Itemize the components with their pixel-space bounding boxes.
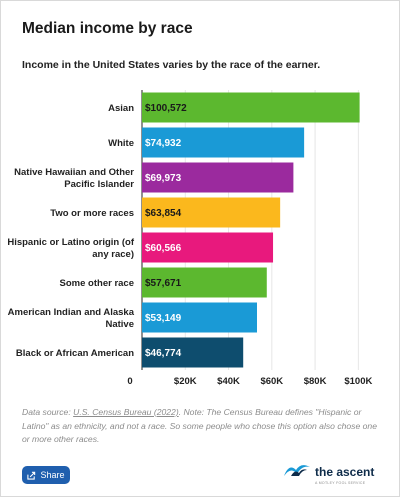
brand-tagline: A MOTLEY FOOL SERVICE bbox=[315, 481, 366, 485]
data-label: $53,149 bbox=[145, 313, 182, 324]
chart-subtitle: Income in the United States varies by th… bbox=[22, 59, 321, 71]
note-text: . Note: The Census Bureau defines "Hispa… bbox=[22, 407, 377, 444]
bar bbox=[142, 232, 274, 263]
bar bbox=[142, 302, 257, 333]
category-label: White bbox=[108, 138, 134, 149]
x-tick-label: 0 bbox=[127, 376, 132, 387]
x-tick-label: $80K bbox=[304, 376, 327, 387]
bar bbox=[142, 92, 360, 123]
bar bbox=[142, 127, 305, 158]
share-button[interactable]: Share bbox=[22, 466, 70, 484]
x-tick-label: $100K bbox=[344, 376, 372, 387]
bar bbox=[142, 162, 294, 193]
source-link[interactable]: U.S. Census Bureau (2022) bbox=[73, 407, 179, 417]
chart-title: Median income by race bbox=[22, 20, 193, 37]
share-label: Share bbox=[40, 470, 65, 480]
x-tick-label: $60K bbox=[260, 376, 283, 387]
brand-logo: the ascent A MOTLEY FOOL SERVICE bbox=[283, 461, 383, 489]
category-label: Native Hawaiian and Other bbox=[14, 167, 134, 178]
category-label: any race) bbox=[92, 249, 134, 260]
data-label: $46,774 bbox=[145, 348, 182, 359]
bar bbox=[142, 337, 244, 368]
bar-chart: $100,572 Asian $74,932 White $69,973 Native H… bbox=[7, 90, 372, 387]
category-label: Some other race bbox=[60, 278, 134, 289]
category-label: Two or more races bbox=[50, 208, 134, 219]
bar bbox=[142, 267, 267, 298]
x-tick-label: $40K bbox=[217, 376, 240, 387]
ascent-logo-icon bbox=[284, 465, 310, 476]
bar bbox=[142, 197, 281, 228]
source-note: Data source: U.S. Census Bureau (2022). … bbox=[22, 406, 378, 447]
data-label: $63,854 bbox=[145, 208, 182, 219]
data-label: $69,973 bbox=[145, 173, 182, 184]
brand-name: the ascent bbox=[315, 465, 375, 479]
data-label: $100,572 bbox=[145, 103, 187, 114]
share-icon bbox=[27, 471, 36, 480]
category-label: Asian bbox=[108, 103, 134, 114]
data-label: $60,566 bbox=[145, 243, 182, 254]
category-label: Hispanic or Latino origin (of bbox=[7, 237, 135, 248]
x-tick-label: $20K bbox=[174, 376, 197, 387]
category-label: American Indian and Alaska bbox=[8, 307, 135, 318]
category-label: Black or African American bbox=[16, 348, 134, 359]
category-label: Pacific Islander bbox=[64, 179, 134, 190]
note-prefix: Data source: bbox=[22, 407, 74, 417]
category-label: Native bbox=[105, 319, 134, 330]
data-label: $74,932 bbox=[145, 138, 182, 149]
data-label: $57,671 bbox=[145, 278, 182, 289]
